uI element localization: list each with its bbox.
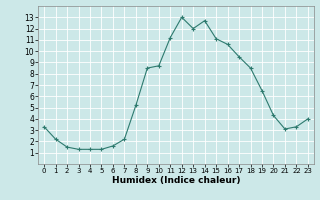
X-axis label: Humidex (Indice chaleur): Humidex (Indice chaleur) [112,176,240,185]
